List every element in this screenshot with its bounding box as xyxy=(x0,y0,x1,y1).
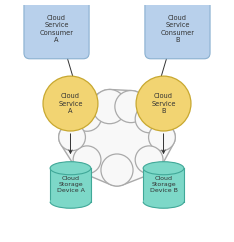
Circle shape xyxy=(92,90,127,124)
Text: Cloud
Service
A: Cloud Service A xyxy=(58,93,83,114)
Circle shape xyxy=(136,76,191,131)
Circle shape xyxy=(149,124,175,151)
Ellipse shape xyxy=(143,162,184,175)
Circle shape xyxy=(43,76,98,131)
Circle shape xyxy=(73,146,101,174)
Ellipse shape xyxy=(50,162,91,175)
Bar xyxy=(50,168,91,202)
FancyBboxPatch shape xyxy=(24,0,89,59)
Text: Cloud
Service
B: Cloud Service B xyxy=(151,93,176,114)
Circle shape xyxy=(73,102,102,131)
Circle shape xyxy=(115,91,147,123)
Circle shape xyxy=(101,154,133,186)
Circle shape xyxy=(59,124,85,151)
Text: Cloud
Service
Consumer
A: Cloud Service Consumer A xyxy=(40,15,73,43)
Text: Cloud
Storage
Device B: Cloud Storage Device B xyxy=(150,176,177,193)
Polygon shape xyxy=(59,90,175,186)
Text: Cloud
Service
Consumer
B: Cloud Service Consumer B xyxy=(161,15,194,43)
Circle shape xyxy=(135,105,163,133)
Text: Cloud
Storage
Device A: Cloud Storage Device A xyxy=(57,176,84,193)
Circle shape xyxy=(135,146,163,174)
Ellipse shape xyxy=(143,195,184,208)
Ellipse shape xyxy=(50,195,91,208)
FancyBboxPatch shape xyxy=(145,0,210,59)
Bar xyxy=(143,168,184,202)
